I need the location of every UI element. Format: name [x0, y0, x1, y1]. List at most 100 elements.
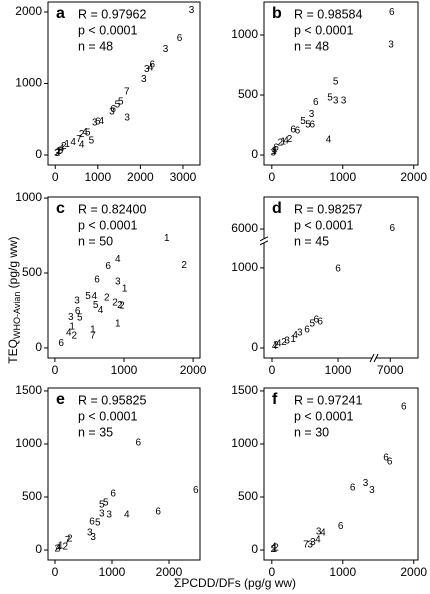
data-point: 3 [333, 96, 339, 107]
data-point: 4 [70, 137, 76, 148]
stat-line: p < 0.0001 [294, 409, 353, 423]
data-point: 5 [115, 100, 121, 111]
data-point: 5 [85, 291, 91, 302]
data-point: 2 [71, 331, 77, 342]
y-label-sub: WHO-Avian [12, 292, 22, 339]
x-tick-label: 1000 [84, 170, 111, 184]
data-point: 4 [315, 535, 321, 546]
x-tick-label: 0 [52, 170, 59, 184]
data-point: 7 [124, 87, 130, 98]
x-tick-label: 0 [268, 170, 275, 184]
stat-line: R = 0.98257 [294, 202, 363, 216]
data-point: 6 [135, 438, 141, 449]
plot-frame [263, 196, 419, 359]
data-point: 2 [61, 141, 67, 152]
data-point: 1 [290, 334, 296, 345]
data-point: 6 [155, 506, 161, 517]
data-point: 3 [284, 335, 290, 346]
data-point: 5 [95, 518, 101, 529]
data-point: 6 [295, 126, 301, 137]
data-point: 6 [304, 325, 310, 336]
data-point: 3 [388, 39, 394, 50]
y-tick-label: 1000 [231, 436, 258, 450]
stat-line: R = 0.98584 [294, 7, 363, 21]
data-point: 6 [313, 97, 319, 108]
data-point: 5 [309, 319, 315, 330]
data-point: 1 [69, 322, 75, 333]
x-tick-label: 0 [269, 363, 276, 377]
stat-line: n = 48 [294, 39, 329, 53]
data-point: 1 [90, 325, 96, 336]
stat-line: n = 48 [78, 39, 113, 53]
data-point: 7 [90, 331, 96, 342]
data-point: 5 [103, 497, 109, 508]
y-label-unit: (pg/g ww) [6, 236, 20, 291]
data-point: 3 [369, 485, 375, 496]
data-point: 3 [74, 295, 80, 306]
y-tick-label: 1000 [15, 76, 42, 90]
data-point: 2 [112, 298, 118, 309]
data-point: 4 [115, 254, 121, 265]
stat-line: p < 0.0001 [294, 23, 353, 37]
stat-line: R = 0.95825 [78, 393, 147, 407]
data-point: 2 [67, 534, 73, 545]
x-tick-label: 2000 [400, 565, 427, 579]
data-point: 6 [309, 120, 315, 131]
data-point: 2 [55, 544, 61, 555]
data-point: 6 [273, 142, 279, 153]
data-point: 3 [124, 112, 130, 123]
data-point: 6 [389, 7, 395, 18]
data-point: 3 [163, 44, 169, 55]
x-tick-label: 3000 [170, 170, 197, 184]
data-point: 5 [305, 120, 311, 131]
x-tick-label: 2000 [400, 170, 427, 184]
stat-line: n = 45 [294, 234, 329, 248]
data-point: 7 [303, 539, 309, 550]
data-point: 7 [76, 134, 82, 145]
data-point: 6 [387, 457, 393, 468]
data-point: 3 [99, 509, 105, 520]
data-point: 6 [95, 117, 101, 128]
y-tick-label: 1500 [15, 383, 42, 397]
data-point: 3 [144, 64, 150, 75]
data-point: 4 [326, 135, 332, 146]
data-point: 5 [77, 313, 83, 324]
data-point: 3 [297, 327, 303, 338]
stat-line: p < 0.0001 [78, 409, 137, 423]
data-point: 4 [82, 127, 88, 138]
y-tick-label: 1000 [231, 27, 258, 41]
y-tick-label: 1000 [15, 436, 42, 450]
data-point: 2 [79, 129, 85, 140]
axis-break-mark [369, 353, 375, 363]
data-point: 6 [313, 315, 319, 326]
data-point: 6 [383, 452, 389, 463]
data-point: 6 [290, 124, 296, 135]
plot-frame [263, 387, 419, 561]
y-tick-label: 2000 [15, 4, 42, 18]
x-tick-label: 1000 [329, 565, 356, 579]
y-tick-label: 0 [35, 340, 42, 354]
data-point: 4 [79, 140, 85, 151]
data-point: 1 [115, 319, 121, 330]
x-tick-label: 2000 [180, 363, 207, 377]
x-tick-label: 0 [268, 565, 275, 579]
data-point: 6 [110, 104, 116, 115]
y-axis-label: TEQWHO-Avian (pg/g ww) [6, 236, 22, 363]
data-point: 3 [58, 145, 64, 156]
data-point: 6 [89, 517, 95, 528]
data-point: 4 [272, 145, 278, 156]
data-point: 4 [292, 330, 298, 341]
data-point: 5 [85, 127, 91, 138]
data-point: 2 [181, 260, 187, 271]
x-tick-label: 0 [52, 363, 59, 377]
data-point: 3 [310, 537, 316, 548]
data-point: 4 [148, 62, 154, 73]
data-point: 2 [273, 340, 279, 351]
data-point: 6 [75, 306, 81, 317]
data-point: 2 [119, 301, 125, 312]
y-tick-label: 1500 [231, 383, 258, 397]
data-point: 6 [389, 223, 395, 234]
data-point: 5 [118, 97, 124, 108]
data-point: 4 [59, 143, 65, 154]
